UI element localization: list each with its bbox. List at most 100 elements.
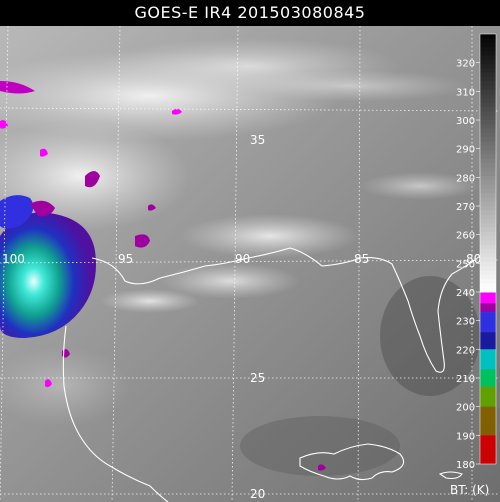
colorbar-gray-step [480, 154, 496, 160]
colorbar-gray-step [480, 34, 496, 39]
colorbar-gray-step [480, 231, 496, 237]
colorbar-gray-step [480, 132, 496, 138]
colorbar-gray-step [480, 261, 496, 267]
colorbar-gray-step [480, 81, 496, 87]
colorbar-tick-label: 310 [456, 87, 475, 98]
cloud-layer [0, 38, 480, 476]
lat-label-20: 20 [250, 487, 265, 501]
colorbar-gray-step [480, 111, 496, 117]
colorbar-gray-step [480, 274, 496, 280]
colorbar-gray-step [480, 167, 496, 173]
colorbar-color-segment [480, 312, 496, 333]
colorbar-gray-step [480, 257, 496, 263]
colorbar-gray-step [480, 249, 496, 254]
grid-labels: 35 25 20 100 95 90 85 80 [2, 133, 481, 501]
colorbar-gray-step [480, 214, 496, 220]
lon-label-90: 90 [235, 252, 250, 266]
colorbar-gray-step [480, 188, 496, 194]
colorbar-color-segment [480, 292, 496, 304]
colorbar-gray-step [480, 115, 496, 121]
colorbar-color-segment [480, 406, 496, 436]
colorbar-gray-step [480, 184, 496, 190]
colorbar-gray-step [480, 38, 496, 44]
colorbar-gray-step [480, 210, 496, 216]
colorbar-unit-label: BT: (K) [450, 483, 489, 497]
colorbar-gray-step [480, 201, 496, 207]
colorbar-gray-step [480, 68, 496, 74]
coastline [62, 247, 481, 502]
colorbar-gray-step [480, 89, 496, 95]
colorbar-gray-step [480, 218, 496, 224]
colorbar-tick-label: 230 [456, 317, 475, 328]
colorbar-gray-step [480, 180, 496, 185]
lat-label-35: 35 [250, 133, 265, 147]
lon-label-95: 95 [118, 252, 133, 266]
colorbar-tick-label: 270 [456, 202, 475, 213]
colorbar-gray-step [480, 107, 496, 112]
colorbar-tick-label: 210 [456, 374, 475, 385]
colorbar-gray-step [480, 236, 496, 241]
colorbar-gray-step [480, 197, 496, 203]
colorbar-gray-step [480, 175, 496, 181]
colorbar-gray-step [480, 158, 496, 164]
colorbar-gray-step [480, 145, 496, 151]
colorbar-color-segment [480, 303, 496, 313]
image-title: GOES-E IR4 201503080845 [134, 3, 366, 22]
colorbar-tick-label: 290 [456, 145, 475, 156]
colorbar-gray-step [480, 128, 496, 134]
lon-label-100: 100 [2, 252, 25, 266]
colorbar-gray-step [480, 55, 496, 61]
colorbar-gray-step [480, 227, 496, 233]
colorbar-color-segment [480, 386, 496, 407]
colorbar-color-segment [480, 332, 496, 350]
colorbar-gray-step [480, 283, 496, 289]
colorbar-gray-step [480, 163, 496, 168]
colorbar-gray-step [480, 85, 496, 91]
colorbar-gray-step [480, 98, 496, 104]
colorbar-tick-label: 180 [456, 460, 475, 471]
brightness-temperature-colorbar: BT: (K) 320 310 300 290 280 270 260 250 240 230 22… [450, 33, 497, 497]
lon-label-85: 85 [354, 252, 369, 266]
colorbar-color-segment [480, 369, 496, 387]
latlon-grid [0, 26, 500, 502]
colorbar-tick-label: 260 [456, 231, 475, 242]
colorbar-gray-step [480, 124, 496, 130]
colorbar-gray-step [480, 266, 496, 271]
colorbar-gray-step [480, 150, 496, 155]
colorbar-gray-step [480, 171, 496, 177]
colorbar-gray-step [480, 94, 496, 99]
colorbar-tick-label: 320 [456, 59, 475, 70]
colorbar-gray-step [480, 51, 496, 56]
colorbar-tick-label: 300 [456, 116, 475, 127]
colorbar-gray-step [480, 206, 496, 211]
colorbar-tick-label: 190 [456, 431, 475, 442]
colorbar-color-segment [480, 435, 496, 464]
colorbar-gray-step [480, 59, 496, 65]
colorbar-gray-step [480, 253, 496, 259]
colorbar-gray-step [480, 240, 496, 246]
colorbar-gray-step [480, 72, 496, 78]
colorbar-gray-step [480, 141, 496, 147]
colorbar-gray-step [480, 42, 496, 48]
colorbar-gray-step [480, 244, 496, 250]
colorbar-gray-step [480, 77, 496, 82]
colorbar-gray-step [480, 46, 496, 52]
colorbar-color-segment [480, 349, 496, 370]
colorbar-tick-label: 240 [456, 288, 475, 299]
title-bar: GOES-E IR4 201503080845 [0, 0, 500, 26]
colorbar-gray-step [480, 193, 496, 198]
colorbar-frame [479, 33, 497, 465]
colorbar-gray-step [480, 137, 496, 142]
colorbar-gray-step [480, 223, 496, 228]
colorbar-gray-step [480, 120, 496, 125]
lat-label-25: 25 [250, 371, 265, 385]
colorbar-gray-step [480, 270, 496, 276]
colorbar-gray-step [480, 287, 496, 293]
colorbar-tick-label: 280 [456, 173, 475, 184]
colorbar-gray-step [480, 64, 496, 69]
colorbar-tick-label: 200 [456, 403, 475, 414]
satellite-map: 35 25 20 100 95 90 85 80 BT: (K) 320 310 3… [0, 26, 500, 502]
colorbar-tick-label: 250 [456, 259, 475, 270]
colorbar-gray-step [480, 279, 496, 284]
lon-label-80: 80 [466, 252, 481, 266]
